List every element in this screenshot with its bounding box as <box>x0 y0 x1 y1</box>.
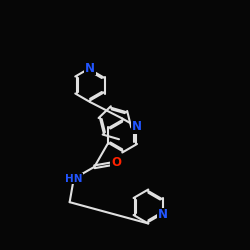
Text: O: O <box>111 156 121 170</box>
Text: N: N <box>158 208 168 222</box>
Text: N: N <box>85 62 95 74</box>
Text: HN: HN <box>65 174 82 184</box>
Text: N: N <box>132 120 142 134</box>
